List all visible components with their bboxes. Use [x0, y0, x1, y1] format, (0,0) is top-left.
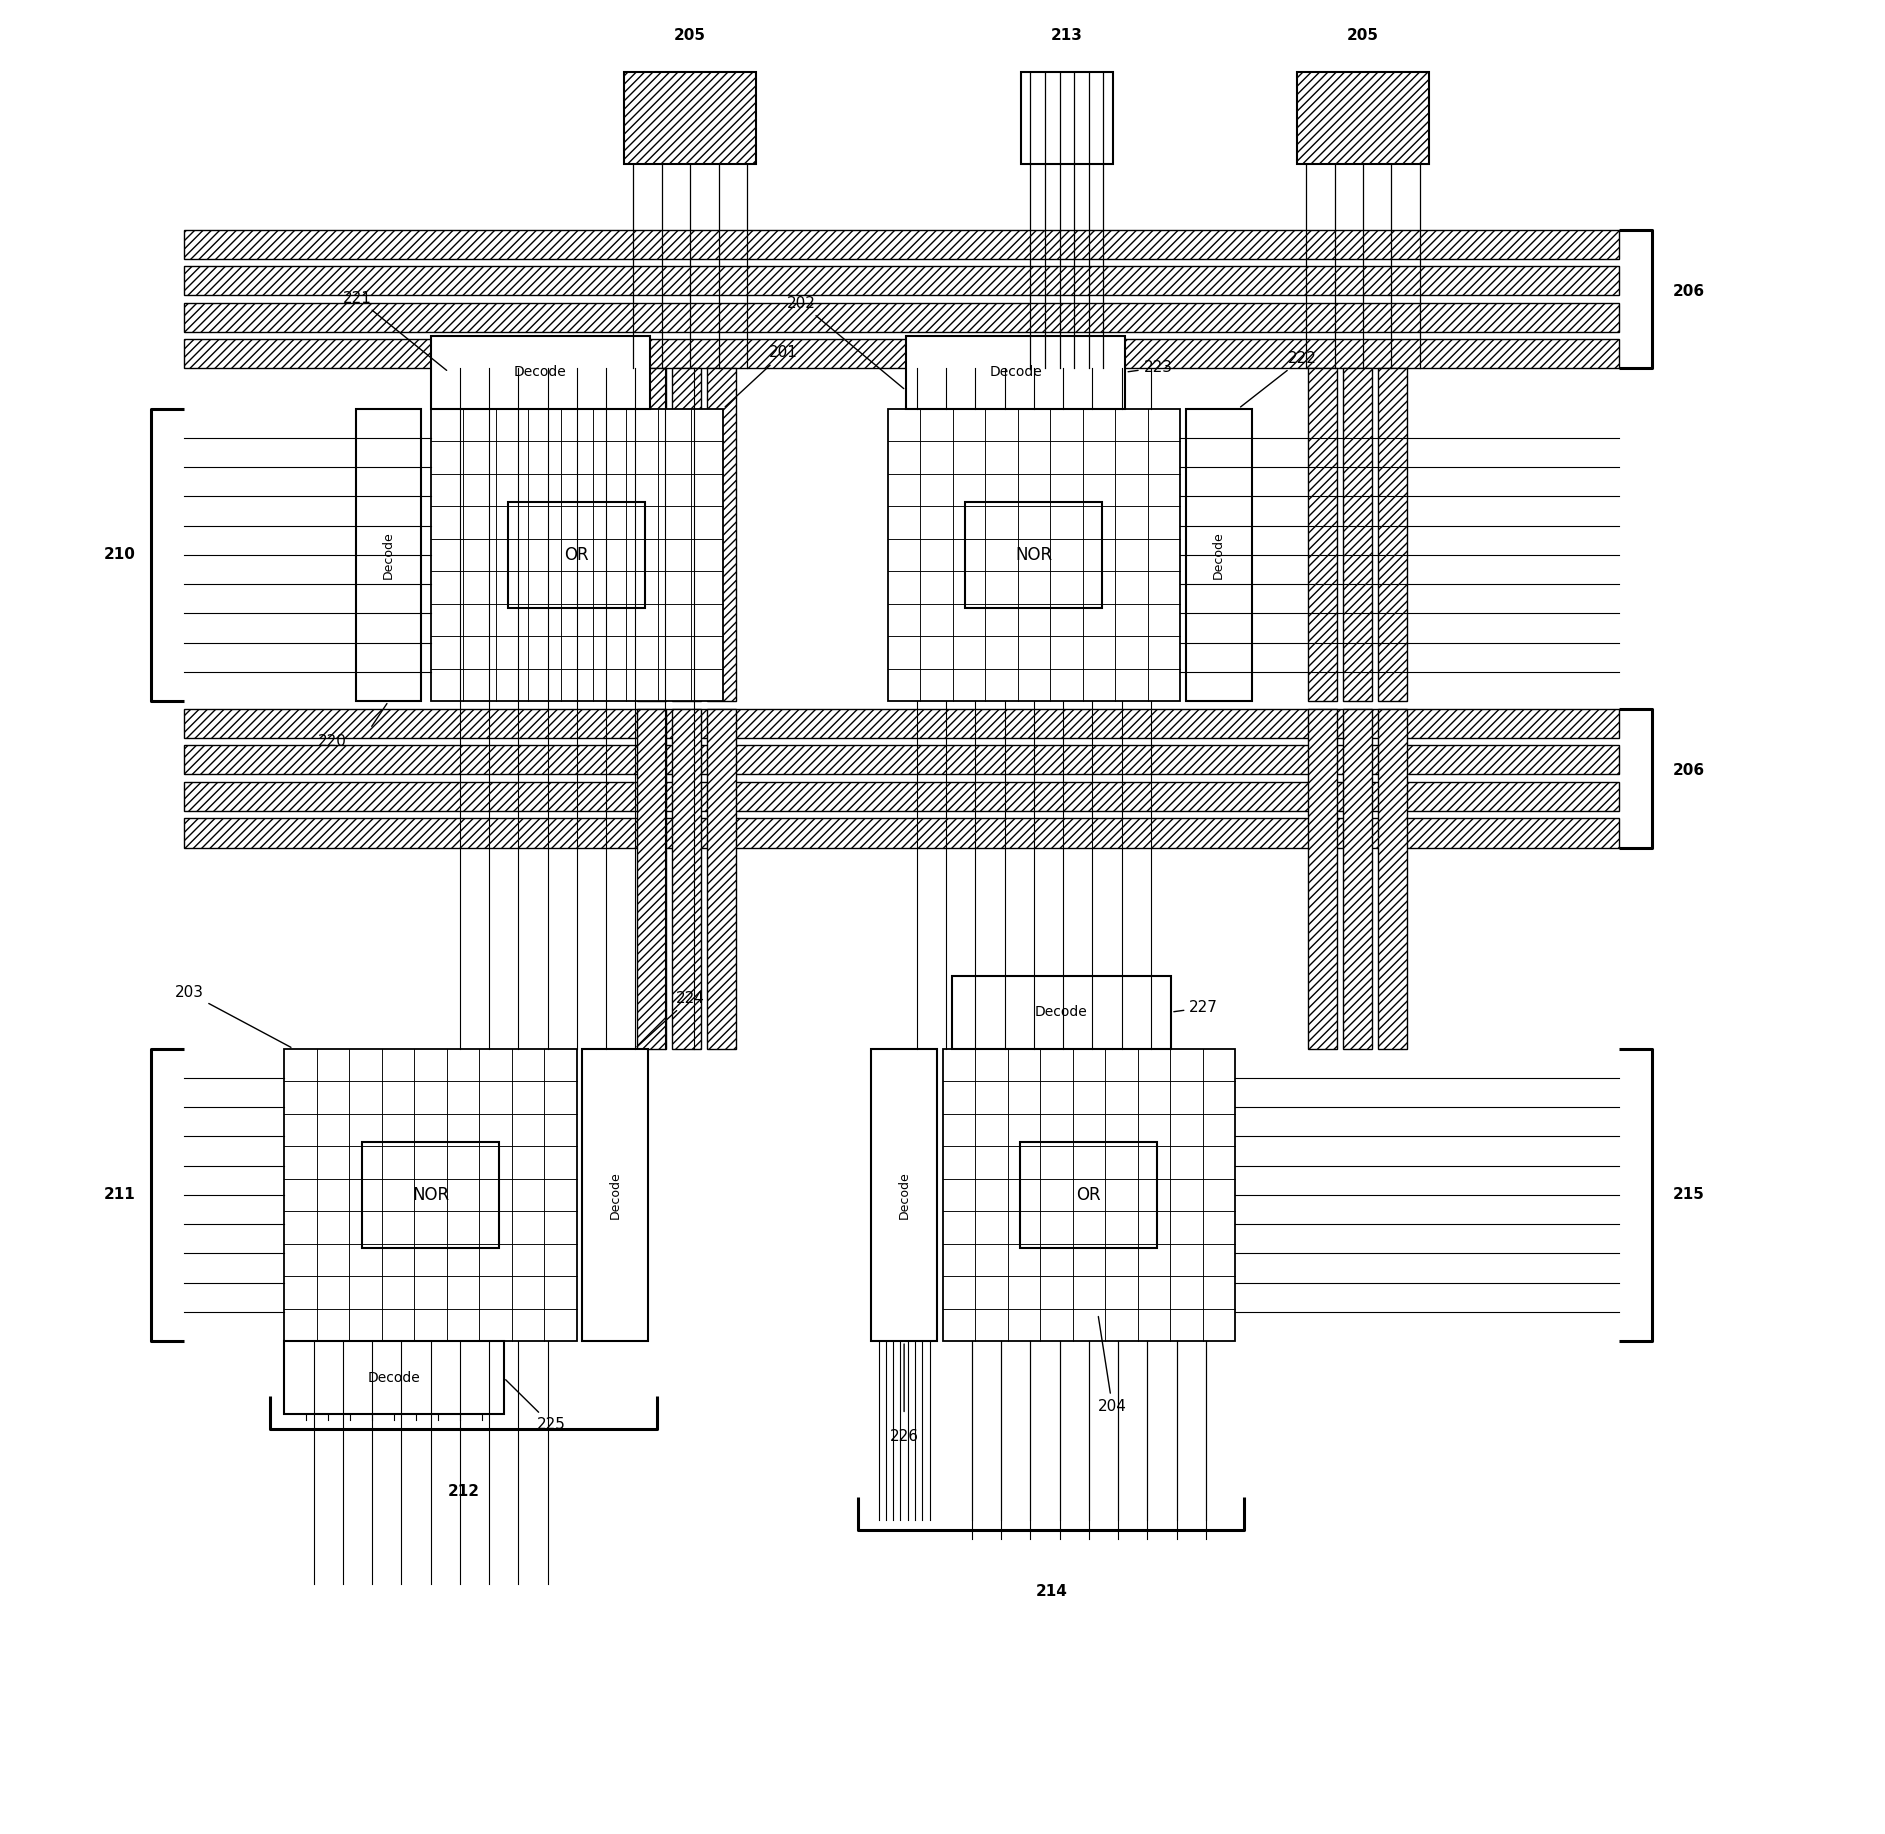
Text: OR: OR — [564, 547, 590, 565]
Bar — [1308, 369, 1338, 701]
Bar — [707, 708, 735, 1049]
Text: Decode: Decode — [897, 1172, 910, 1220]
Bar — [871, 1049, 937, 1341]
Text: Decode: Decode — [990, 365, 1042, 380]
Bar — [582, 1049, 648, 1341]
Bar — [183, 266, 1619, 295]
Bar — [183, 708, 1619, 737]
Bar — [183, 303, 1619, 332]
Text: Decode: Decode — [515, 365, 567, 380]
Bar — [183, 781, 1619, 811]
Text: Decode: Decode — [1212, 532, 1225, 580]
Bar — [1186, 409, 1252, 701]
Bar — [965, 503, 1103, 609]
Text: 212: 212 — [447, 1484, 479, 1498]
Bar — [707, 369, 735, 701]
Bar — [430, 336, 650, 409]
Text: NOR: NOR — [413, 1187, 449, 1203]
Text: Decode: Decode — [1035, 1005, 1088, 1020]
Text: 222: 222 — [1240, 350, 1318, 407]
Bar — [1378, 708, 1406, 1049]
Text: Decode: Decode — [609, 1172, 622, 1220]
Bar — [183, 818, 1619, 847]
Bar — [356, 409, 422, 701]
Text: 226: 226 — [890, 1429, 918, 1443]
Bar — [907, 336, 1125, 409]
Text: 211: 211 — [104, 1187, 136, 1203]
Bar — [1297, 72, 1429, 163]
Bar — [671, 369, 701, 701]
Text: 206: 206 — [1672, 763, 1704, 778]
Bar — [285, 1049, 577, 1341]
Bar — [183, 229, 1619, 259]
Bar — [952, 976, 1171, 1049]
Text: 215: 215 — [1672, 1187, 1704, 1203]
Bar — [362, 1143, 500, 1247]
Text: 227: 227 — [1174, 1000, 1218, 1014]
Text: 223: 223 — [1127, 359, 1172, 376]
Text: 201: 201 — [726, 345, 797, 407]
Bar — [183, 745, 1619, 774]
Text: Decode: Decode — [368, 1370, 420, 1385]
Text: Decode: Decode — [383, 532, 396, 580]
Text: 220: 220 — [317, 734, 347, 748]
Bar — [888, 409, 1180, 701]
Bar — [671, 708, 701, 1049]
Text: 206: 206 — [1672, 284, 1704, 299]
Text: 203: 203 — [175, 985, 290, 1047]
Text: 202: 202 — [788, 295, 903, 389]
Text: 210: 210 — [104, 548, 136, 563]
Text: 225: 225 — [505, 1379, 566, 1432]
Bar — [183, 339, 1619, 369]
Bar — [1022, 72, 1112, 163]
Text: 205: 205 — [1348, 28, 1380, 42]
Bar — [509, 503, 645, 609]
Text: 213: 213 — [1052, 28, 1082, 42]
Bar — [1342, 708, 1372, 1049]
Text: OR: OR — [1076, 1187, 1101, 1203]
Text: 204: 204 — [1097, 1317, 1127, 1414]
Text: 205: 205 — [675, 28, 707, 42]
Bar — [637, 708, 667, 1049]
Bar — [1020, 1143, 1157, 1247]
Bar — [637, 369, 667, 701]
Text: 221: 221 — [343, 290, 447, 370]
Bar — [430, 409, 724, 701]
Bar — [1308, 708, 1338, 1049]
Text: 224: 224 — [637, 990, 705, 1047]
Bar — [1342, 369, 1372, 701]
Bar — [285, 1341, 503, 1414]
Bar — [624, 72, 756, 163]
Bar — [942, 1049, 1235, 1341]
Text: NOR: NOR — [1016, 547, 1052, 565]
Text: 214: 214 — [1035, 1585, 1067, 1599]
Bar — [1378, 369, 1406, 701]
